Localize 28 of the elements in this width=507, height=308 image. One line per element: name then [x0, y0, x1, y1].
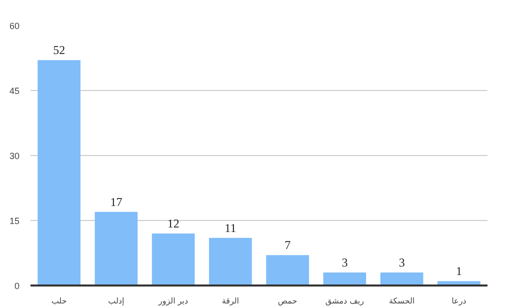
bar	[209, 238, 252, 286]
data-label: 52	[53, 43, 66, 58]
bar	[323, 272, 366, 286]
y-tick-label: 30	[9, 151, 20, 161]
bar	[380, 272, 424, 286]
x-tick-label: حمص	[278, 296, 298, 306]
y-tick-label: 0	[14, 281, 20, 291]
x-tick-label: الحسكة	[388, 296, 415, 306]
y-tick-label: 45	[9, 86, 20, 96]
bar	[266, 255, 309, 286]
data-label: 12	[167, 216, 180, 230]
bar	[38, 60, 80, 286]
x-tick-label: الرقة	[222, 296, 240, 306]
x-tick-label: إدلب	[108, 296, 124, 306]
data-label: 3	[342, 256, 348, 270]
data-label: 17	[110, 194, 122, 209]
data-label: 11	[224, 220, 236, 235]
data-label: 1	[456, 264, 462, 278]
x-tick-label: حلب	[51, 296, 67, 306]
x-tick-label: ريف دمشق	[325, 296, 364, 306]
bar	[152, 234, 195, 286]
x-tick-label: درعا	[452, 296, 467, 306]
data-label: 7	[284, 238, 291, 252]
y-tick-label: 15	[9, 216, 20, 226]
y-tick-label: 60	[9, 21, 20, 31]
bar	[94, 212, 138, 286]
x-tick-label: دير الزور	[158, 296, 189, 306]
data-label: 3	[398, 256, 405, 270]
